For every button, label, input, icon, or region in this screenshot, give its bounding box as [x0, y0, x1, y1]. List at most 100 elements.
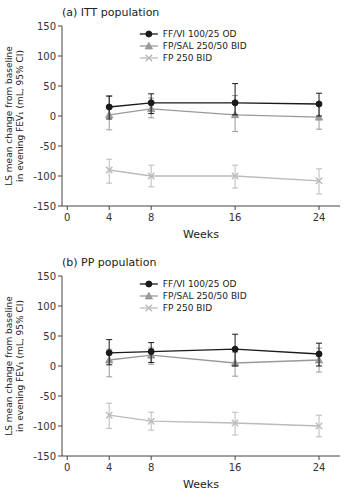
y-tick	[58, 146, 62, 147]
error-bar	[148, 165, 154, 187]
y-tick	[58, 86, 62, 87]
data-point	[316, 101, 322, 107]
error-bar	[148, 94, 154, 114]
y-tick	[58, 276, 62, 277]
error-bar	[106, 96, 112, 130]
data-point	[106, 412, 112, 418]
y-tick-label: 100	[37, 51, 56, 62]
legend-label: FF/VI 100/25 OD	[163, 279, 237, 289]
x-tick	[235, 206, 236, 210]
data-point	[148, 100, 154, 106]
y-axis-label-line: in evening FEV₁ (mL, 95% CI)	[15, 50, 25, 182]
x-tick-label: 16	[229, 462, 242, 473]
series	[106, 84, 322, 119]
x-tick	[235, 456, 236, 460]
series	[106, 96, 323, 132]
x-axis-label: Weeks	[183, 478, 219, 491]
legend-label: FP 250 BID	[163, 53, 212, 63]
legend-item: FP/SAL 250/50 BID	[140, 291, 247, 301]
error-bar	[106, 159, 112, 183]
x-tick-label: 0	[64, 462, 70, 473]
x-tick	[151, 206, 152, 210]
error-bar	[232, 412, 238, 435]
error-bar	[106, 403, 112, 428]
y-tick	[58, 116, 62, 117]
series-line	[109, 355, 319, 363]
series	[106, 348, 323, 377]
y-axis-label-line: LS mean change from baseline	[4, 296, 14, 436]
x-tick	[319, 206, 320, 210]
panel: (b) PP population-150-100-50050100150048…	[4, 256, 340, 491]
series	[106, 403, 322, 437]
legend-label: FP/SAL 250/50 BID	[163, 41, 247, 51]
legend-swatch-marker	[145, 42, 152, 48]
series-line	[109, 349, 319, 354]
y-axis-label-line: in evening FEV₁ (mL, 95% CI)	[15, 300, 25, 432]
y-tick-label: -100	[33, 421, 56, 432]
y-tick	[58, 456, 62, 457]
data-point	[316, 351, 322, 357]
y-tick	[58, 396, 62, 397]
legend-label: FF/VI 100/25 OD	[163, 29, 237, 39]
data-point	[106, 350, 112, 356]
legend-item: FP 250 BID	[140, 53, 212, 63]
series-line	[109, 103, 319, 107]
x-tick-label: 8	[148, 462, 154, 473]
chart-root: (a) ITT population -150 -100 -50 0 50 100 150 0 4…	[0, 0, 350, 500]
legend-swatch-marker	[146, 55, 152, 61]
error-bar	[106, 340, 112, 365]
y-tick-label: -50	[40, 141, 56, 152]
x-tick-label: 16	[229, 212, 242, 223]
x-tick-label: 4	[106, 212, 112, 223]
x-tick	[319, 456, 320, 460]
legend-swatch-marker	[145, 292, 152, 298]
plot-area	[106, 334, 323, 437]
y-tick-label: 50	[43, 81, 56, 92]
y-tick	[58, 26, 62, 27]
y-tick	[58, 306, 62, 307]
x-axis-line	[62, 206, 340, 207]
series-line	[109, 109, 319, 117]
y-tick-label: 0	[50, 111, 56, 122]
legend-swatch-marker	[146, 281, 152, 287]
y-tick	[58, 206, 62, 207]
y-tick-label: 100	[37, 301, 56, 312]
legend-label: FP/SAL 250/50 BID	[163, 291, 247, 301]
x-tick	[67, 206, 68, 210]
error-bar	[232, 84, 238, 115]
y-tick	[58, 176, 62, 177]
x-tick-label: 24	[313, 462, 326, 473]
plot-area	[106, 84, 323, 194]
error-bar	[106, 96, 112, 119]
x-tick	[109, 456, 110, 460]
title: (a) ITT population	[62, 6, 159, 19]
data-point	[148, 418, 154, 424]
legend-item: FF/VI 100/25 OD	[140, 29, 237, 39]
x-axis-label: Weeks	[183, 228, 219, 241]
title: (b) PP population	[62, 256, 156, 269]
y-axis-label: LS mean change from baselinein evening F…	[4, 46, 25, 186]
x-tick	[109, 206, 110, 210]
data-point	[106, 167, 112, 173]
y-tick-label: 150	[37, 21, 56, 32]
y-axis-label: LS mean change from baselinein evening F…	[4, 296, 25, 436]
series	[106, 334, 322, 366]
y-tick-label: -150	[33, 451, 56, 462]
data-point	[316, 178, 322, 184]
y-tick-label: 0	[50, 361, 56, 372]
data-point	[106, 104, 112, 110]
x-tick-label: 0	[64, 212, 70, 223]
x-tick-label: 8	[148, 212, 154, 223]
y-tick	[58, 56, 62, 57]
legend-label: FP 250 BID	[163, 303, 212, 313]
series-line	[109, 415, 319, 426]
error-bar	[148, 343, 154, 363]
error-bar	[316, 415, 322, 437]
y-axis-label-line: LS mean change from baseline	[4, 46, 14, 186]
legend-item: FP 250 BID	[140, 303, 212, 313]
data-point	[148, 349, 154, 355]
y-tick-label: -50	[40, 391, 56, 402]
error-bar	[316, 93, 322, 116]
x-tick-label: 24	[313, 212, 326, 223]
legend: FF/VI 100/25 OD FP/SAL 250/50 BID FP 250 B…	[140, 29, 247, 63]
